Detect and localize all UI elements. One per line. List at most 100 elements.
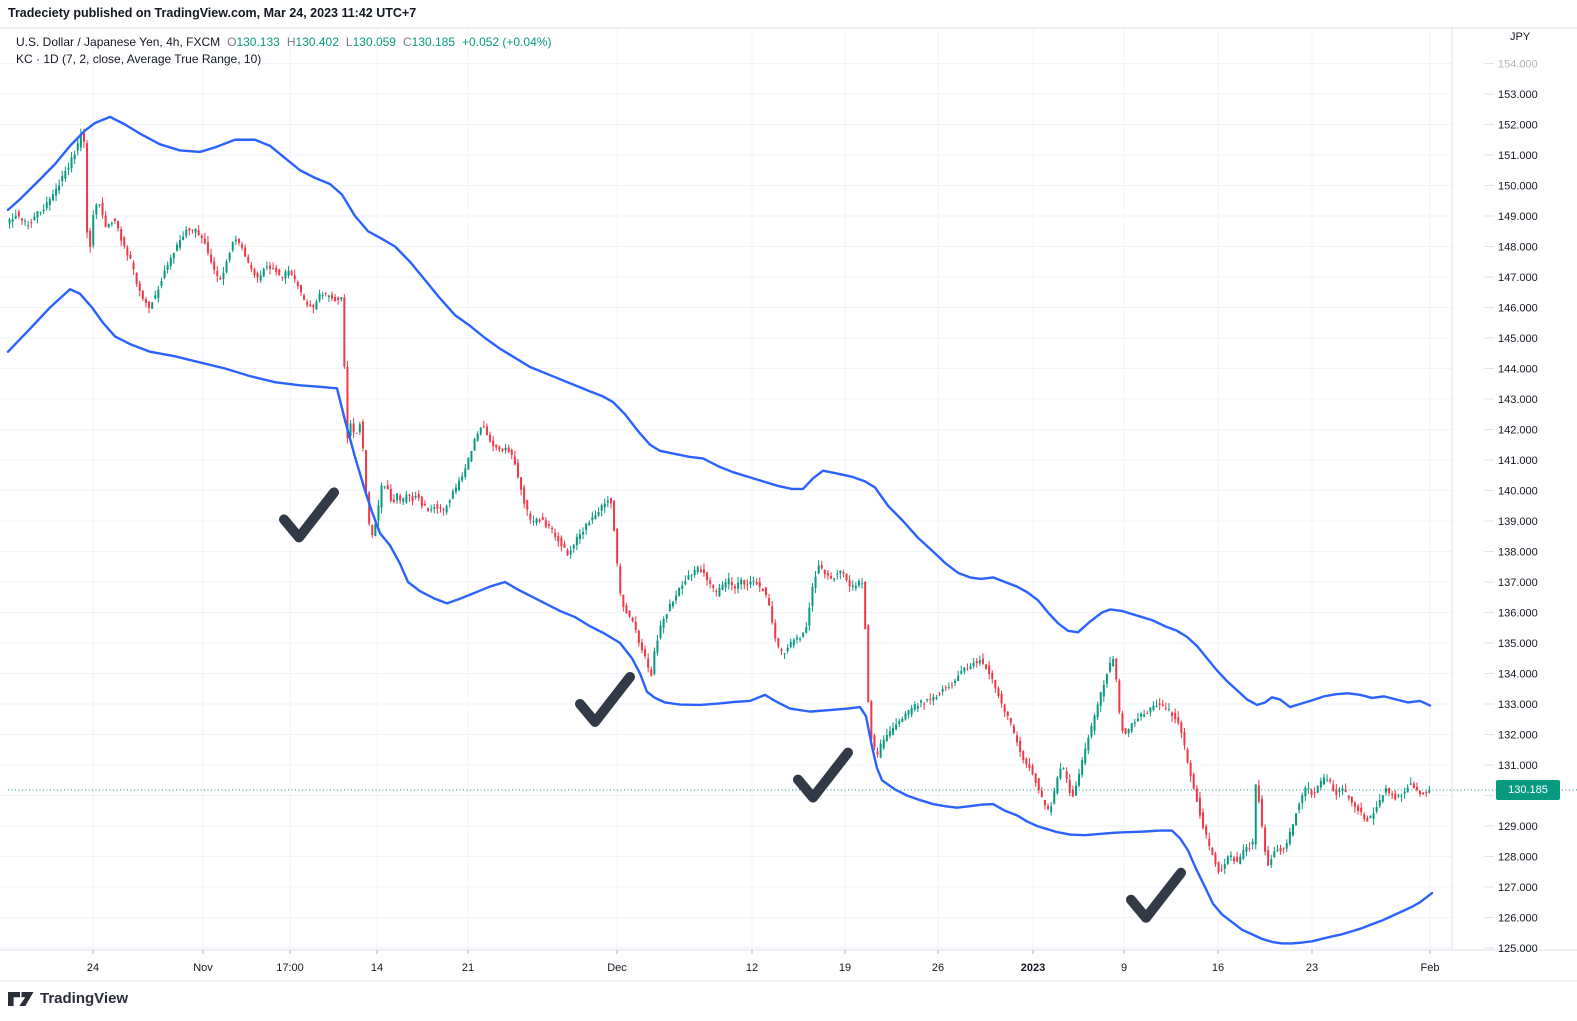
bull-candle-body: [978, 660, 981, 664]
price-scale[interactable]: 154.000 153.000 152.000 151.000 150.000 149.0…: [1498, 59, 1538, 956]
bull-candle-body: [535, 518, 538, 523]
bull-candle-body: [588, 522, 591, 526]
chart-legend: U.S. Dollar / Japanese Yen, 4h, FXCM O130…: [16, 34, 551, 68]
publish-attribution: Tradeciety published on TradingView.com,…: [8, 6, 417, 20]
bear-candle-body: [1205, 826, 1208, 835]
change-value: +0.052 (+0.04%): [462, 35, 552, 49]
bear-candle-body: [523, 487, 526, 504]
bear-candle-body: [293, 275, 296, 280]
bull-candle-body: [110, 223, 113, 225]
bull-candle-body: [154, 295, 157, 299]
bull-candle-body: [789, 641, 792, 648]
bear-candle-body: [312, 305, 315, 308]
bear-candle-body: [113, 218, 116, 221]
bear-candle-body: [1031, 766, 1034, 774]
bear-candle-body: [637, 630, 640, 643]
bear-candle-body: [755, 582, 758, 585]
bull-candle-body: [926, 699, 929, 701]
symbol-legend-row[interactable]: U.S. Dollar / Japanese Yen, 4h, FXCM O130…: [16, 34, 551, 51]
bear-candle-body: [631, 617, 634, 622]
bear-candle-body: [730, 582, 733, 586]
bull-candle-body: [1099, 692, 1102, 707]
bull-candle-body: [67, 167, 70, 170]
bull-candle-body: [1381, 795, 1384, 802]
time-axis-label: 16: [1212, 962, 1224, 974]
bear-candle-body: [101, 202, 104, 216]
bear-candle-body: [985, 664, 988, 669]
bull-candle-body: [659, 625, 662, 638]
bull-candle-body: [740, 579, 743, 585]
bear-candle-body: [399, 495, 402, 501]
open-label: O: [227, 35, 237, 49]
bear-candle-body: [411, 496, 414, 502]
bear-candle-body: [761, 588, 764, 592]
bear-candle-body: [1282, 848, 1285, 850]
bear-candle-body: [1350, 796, 1353, 803]
keltner-upper-band-line: [6, 115, 1432, 709]
bull-candle-body: [228, 252, 231, 261]
bear-candle-body: [501, 448, 504, 452]
bear-candle-body: [563, 543, 566, 548]
bull-candle-body: [1229, 855, 1232, 858]
bull-candle-body: [1053, 790, 1056, 804]
bull-candle-body: [1288, 831, 1291, 844]
time-axis-label: 9: [1121, 962, 1127, 974]
price-axis-label: 137.000: [1498, 577, 1538, 589]
bear-candle-body: [516, 462, 519, 478]
bull-candle-body: [11, 219, 14, 222]
bull-candle-body: [1384, 788, 1387, 793]
bull-candle-body: [839, 570, 842, 574]
bull-candle-body: [473, 438, 476, 451]
price-axis-label: 126.000: [1498, 913, 1538, 925]
bull-candle-body: [916, 706, 919, 709]
bull-candle-body: [448, 500, 451, 503]
bear-candle-body: [1202, 812, 1205, 828]
indicator-legend-row[interactable]: KC · 1D (7, 2, close, Average True Range…: [16, 51, 551, 68]
bull-candle-body: [1109, 662, 1112, 672]
bull-candle-body: [597, 511, 600, 516]
price-axis-label: 151.000: [1498, 150, 1538, 162]
bear-candle-body: [510, 449, 513, 455]
bull-candle-body: [861, 583, 864, 585]
bull-candle-body: [51, 194, 54, 201]
bear-candle-body: [1003, 704, 1006, 713]
time-scale[interactable]: 24 Nov 17:00 14 21 Dec 12 19 26 2023 9 16 23 Feb: [87, 950, 1440, 974]
time-axis-label: 24: [87, 962, 99, 974]
bear-candle-body: [994, 680, 997, 689]
bear-candle-body: [1065, 771, 1068, 779]
bull-candle-body: [665, 614, 668, 619]
bear-candle-body: [1335, 789, 1338, 796]
tradingview-watermark[interactable]: TradingView: [8, 990, 128, 1007]
bear-candle-body: [1146, 713, 1149, 715]
bull-candle-body: [1304, 787, 1307, 797]
bull-candle-body: [58, 185, 61, 191]
bear-candle-body: [237, 239, 240, 244]
bull-candle-body: [895, 724, 898, 730]
bull-candle-body: [262, 268, 265, 277]
bear-candle-body: [17, 211, 20, 217]
bear-candle-body: [864, 581, 867, 630]
bear-candle-body: [296, 281, 299, 287]
bull-candle-body: [724, 582, 727, 588]
price-axis-label: 132.000: [1498, 730, 1538, 742]
low-label: L: [345, 35, 353, 49]
bull-candle-body: [383, 486, 386, 488]
bull-candle-body: [1326, 779, 1329, 781]
bull-candle-body: [1254, 784, 1257, 845]
pane-borders: [0, 27, 1577, 982]
bear-candle-body: [1425, 791, 1428, 794]
price-axis-label: 144.000: [1498, 364, 1538, 376]
bull-candle-body: [98, 204, 101, 206]
bull-candle-body: [532, 520, 535, 522]
bull-candle-body: [1291, 824, 1294, 836]
checkmark-annotations-layer: [279, 487, 1186, 923]
bull-candle-body: [79, 133, 82, 148]
bear-candle-body: [392, 499, 395, 503]
bull-candle-body: [814, 576, 817, 588]
bull-candle-body: [857, 581, 860, 586]
bull-candle-body: [594, 515, 597, 520]
bear-candle-body: [278, 269, 281, 276]
bear-candle-body: [346, 366, 349, 439]
